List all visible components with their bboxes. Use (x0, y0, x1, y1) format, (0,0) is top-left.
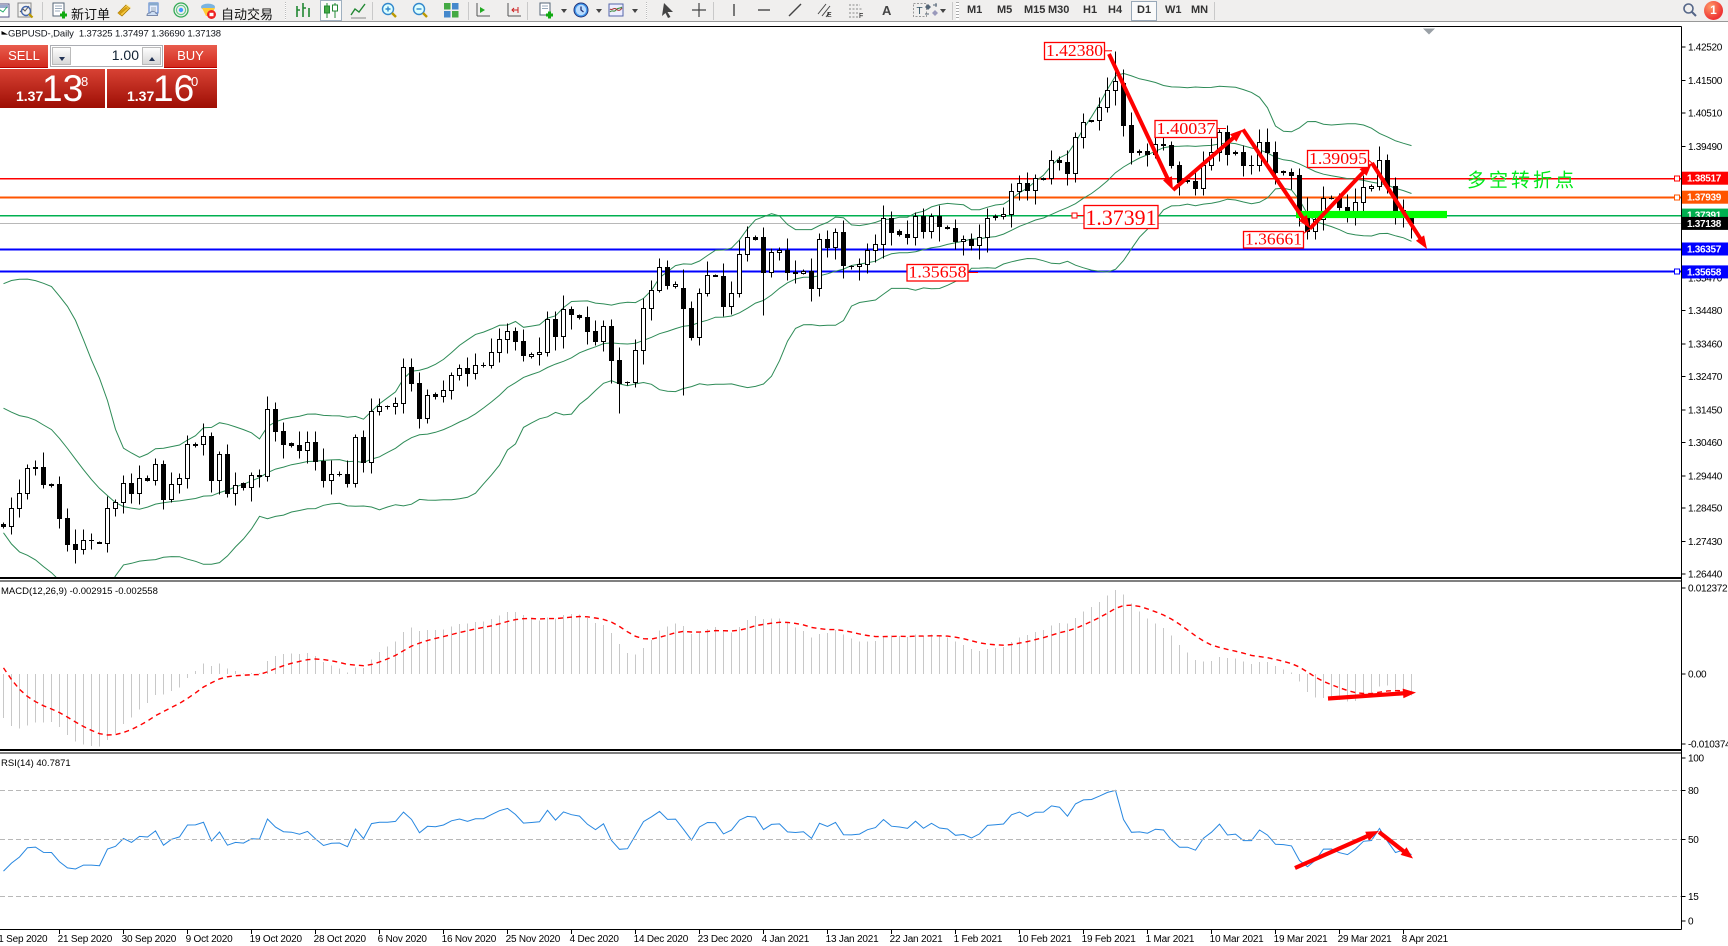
svg-text:14 Dec 2020: 14 Dec 2020 (634, 934, 689, 945)
svg-text:1.42380: 1.42380 (1046, 41, 1103, 60)
svg-text:22 Jan 2021: 22 Jan 2021 (890, 934, 943, 945)
svg-text:1 Mar 2021: 1 Mar 2021 (1146, 934, 1195, 945)
svg-text:15: 15 (1688, 892, 1699, 903)
svg-text:1.37939: 1.37939 (1687, 193, 1722, 204)
svg-text:1.36357: 1.36357 (1687, 245, 1722, 256)
svg-text:10 Feb 2021: 10 Feb 2021 (1018, 934, 1073, 945)
svg-text:1.38517: 1.38517 (1687, 174, 1722, 185)
svg-text:1.29440: 1.29440 (1688, 471, 1723, 482)
svg-text:1.35470: 1.35470 (1688, 274, 1723, 285)
svg-text:23 Dec 2020: 23 Dec 2020 (698, 934, 753, 945)
svg-text:80: 80 (1688, 786, 1699, 797)
svg-text:GBPUSD-,Daily 1.37325 1.37497: GBPUSD-,Daily 1.37325 1.37497 1.36690 1.… (8, 29, 221, 40)
svg-text:多空转折点: 多空转折点 (1467, 170, 1577, 192)
svg-text:-0.010374: -0.010374 (1688, 740, 1728, 751)
svg-text:4 Dec 2020: 4 Dec 2020 (570, 934, 620, 945)
svg-text:T: T (917, 6, 923, 17)
svg-text:1.33460: 1.33460 (1688, 340, 1723, 351)
svg-text:6 Nov 2020: 6 Nov 2020 (378, 934, 428, 945)
svg-text:9 Oct 2020: 9 Oct 2020 (186, 934, 234, 945)
svg-text:29 Mar 2021: 29 Mar 2021 (1338, 934, 1393, 945)
svg-text:50: 50 (1688, 835, 1699, 846)
svg-text:16 Nov 2020: 16 Nov 2020 (442, 934, 497, 945)
svg-text:19 Mar 2021: 19 Mar 2021 (1274, 934, 1329, 945)
svg-text:19 Oct 2020: 19 Oct 2020 (250, 934, 303, 945)
svg-text:21 Sep 2020: 21 Sep 2020 (58, 934, 113, 945)
svg-text:0: 0 (1688, 917, 1694, 928)
svg-text:4 Jan 2021: 4 Jan 2021 (762, 934, 810, 945)
svg-text:1.39095: 1.39095 (1309, 149, 1367, 168)
svg-text:0.012372: 0.012372 (1688, 584, 1728, 595)
svg-text:100: 100 (1688, 754, 1705, 765)
svg-text:F: F (859, 13, 863, 20)
svg-text:1.27430: 1.27430 (1688, 537, 1723, 548)
svg-text:1.37138: 1.37138 (1687, 219, 1722, 230)
svg-text:1.37391: 1.37391 (1086, 205, 1157, 230)
svg-text:1.34480: 1.34480 (1688, 306, 1723, 317)
svg-text:MACD(12,26,9) -0.002915 -0.002: MACD(12,26,9) -0.002915 -0.002558 (1, 586, 158, 597)
svg-text:E: E (827, 12, 832, 19)
svg-text:1.39490: 1.39490 (1688, 142, 1723, 153)
svg-text:13 Jan 2021: 13 Jan 2021 (826, 934, 879, 945)
svg-text:1.36661: 1.36661 (1245, 230, 1302, 249)
svg-text:RSI(14) 40.7871: RSI(14) 40.7871 (1, 758, 71, 769)
svg-text:1.35658: 1.35658 (909, 263, 967, 282)
svg-text:1.40510: 1.40510 (1688, 108, 1723, 119)
svg-text:1.37391: 1.37391 (1687, 211, 1722, 222)
svg-text:0.00: 0.00 (1688, 670, 1707, 681)
svg-text:1.31450: 1.31450 (1688, 405, 1723, 416)
svg-text:1.40037: 1.40037 (1157, 119, 1217, 138)
svg-text:1.28450: 1.28450 (1688, 504, 1723, 515)
svg-text:8 Apr 2021: 8 Apr 2021 (1402, 934, 1449, 945)
svg-text:1 Feb 2021: 1 Feb 2021 (954, 934, 1003, 945)
svg-text:25 Nov 2020: 25 Nov 2020 (506, 934, 561, 945)
svg-text:1.41500: 1.41500 (1688, 76, 1723, 87)
svg-text:1.26440: 1.26440 (1688, 570, 1723, 581)
svg-text:30 Sep 2020: 30 Sep 2020 (122, 934, 177, 945)
svg-text:1.32470: 1.32470 (1688, 372, 1723, 383)
svg-text:1.30460: 1.30460 (1688, 438, 1723, 449)
svg-text:10 Mar 2021: 10 Mar 2021 (1210, 934, 1265, 945)
svg-text:1.35658: 1.35658 (1687, 267, 1722, 278)
svg-text:19 Feb 2021: 19 Feb 2021 (1082, 934, 1137, 945)
svg-text:1.42520: 1.42520 (1688, 43, 1723, 54)
svg-text:11 Sep 2020: 11 Sep 2020 (0, 934, 48, 945)
svg-text:28 Oct 2020: 28 Oct 2020 (314, 934, 367, 945)
